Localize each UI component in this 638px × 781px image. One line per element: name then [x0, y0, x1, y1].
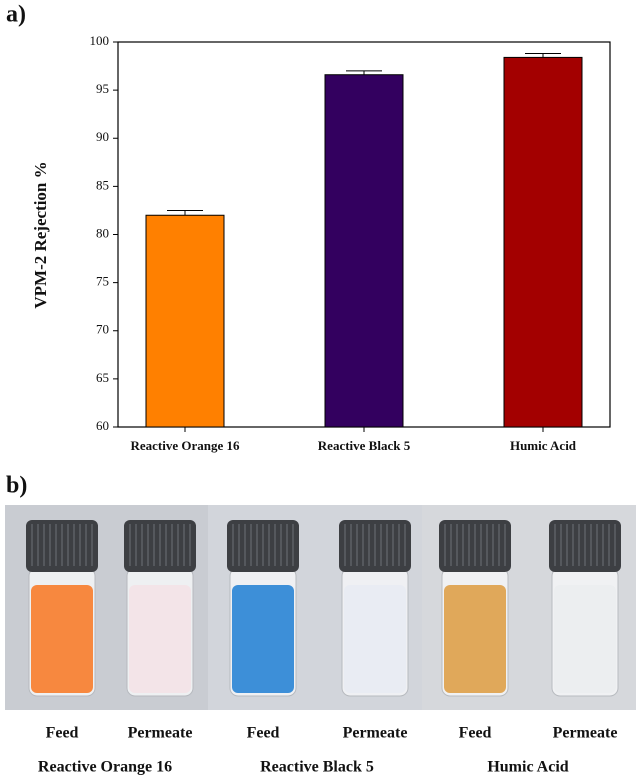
- y-tick-label: 60: [96, 418, 109, 433]
- vial-liquid: [444, 585, 506, 693]
- group-label: Humic Acid: [487, 759, 568, 776]
- y-axis-label: VPM-2 Rejection %: [31, 161, 50, 308]
- y-tick-label: 80: [96, 225, 109, 240]
- vials: [26, 520, 621, 697]
- error-bar: [525, 53, 561, 58]
- panel-label: b): [6, 473, 27, 499]
- vial-label: Permeate: [553, 725, 618, 742]
- vial-label: Feed: [459, 725, 492, 742]
- error-bar: [167, 209, 203, 216]
- bar: [503, 56, 583, 428]
- vial-liquid: [344, 585, 406, 693]
- vial-liquid: [554, 585, 616, 693]
- group-label: Reactive Black 5: [260, 759, 374, 776]
- x-tick-label: Reactive Black 5: [318, 438, 411, 453]
- error-bar: [346, 70, 382, 75]
- y-tick-label: 85: [96, 177, 109, 192]
- y-tick-label: 70: [96, 322, 109, 337]
- x-tick-label: Humic Acid: [510, 438, 577, 453]
- y-tick-label: 75: [96, 274, 109, 289]
- y-tick-label: 95: [96, 81, 109, 96]
- vial-label: Permeate: [343, 725, 408, 742]
- vial-liquid: [31, 585, 93, 693]
- y-tick-label: 100: [90, 33, 110, 48]
- bar: [324, 74, 404, 428]
- x-tick-label: Reactive Orange 16: [130, 438, 240, 453]
- y-tick-label: 65: [96, 370, 109, 385]
- vial-label: Feed: [247, 725, 280, 742]
- panel-label: a): [6, 2, 26, 28]
- vial-label: Permeate: [128, 725, 193, 742]
- group-label: Reactive Orange 16: [38, 759, 172, 776]
- vial-liquid: [232, 585, 294, 693]
- vial-label: Feed: [46, 725, 79, 742]
- y-tick-label: 90: [96, 129, 109, 144]
- bar: [145, 214, 225, 428]
- vial-liquid: [129, 585, 191, 693]
